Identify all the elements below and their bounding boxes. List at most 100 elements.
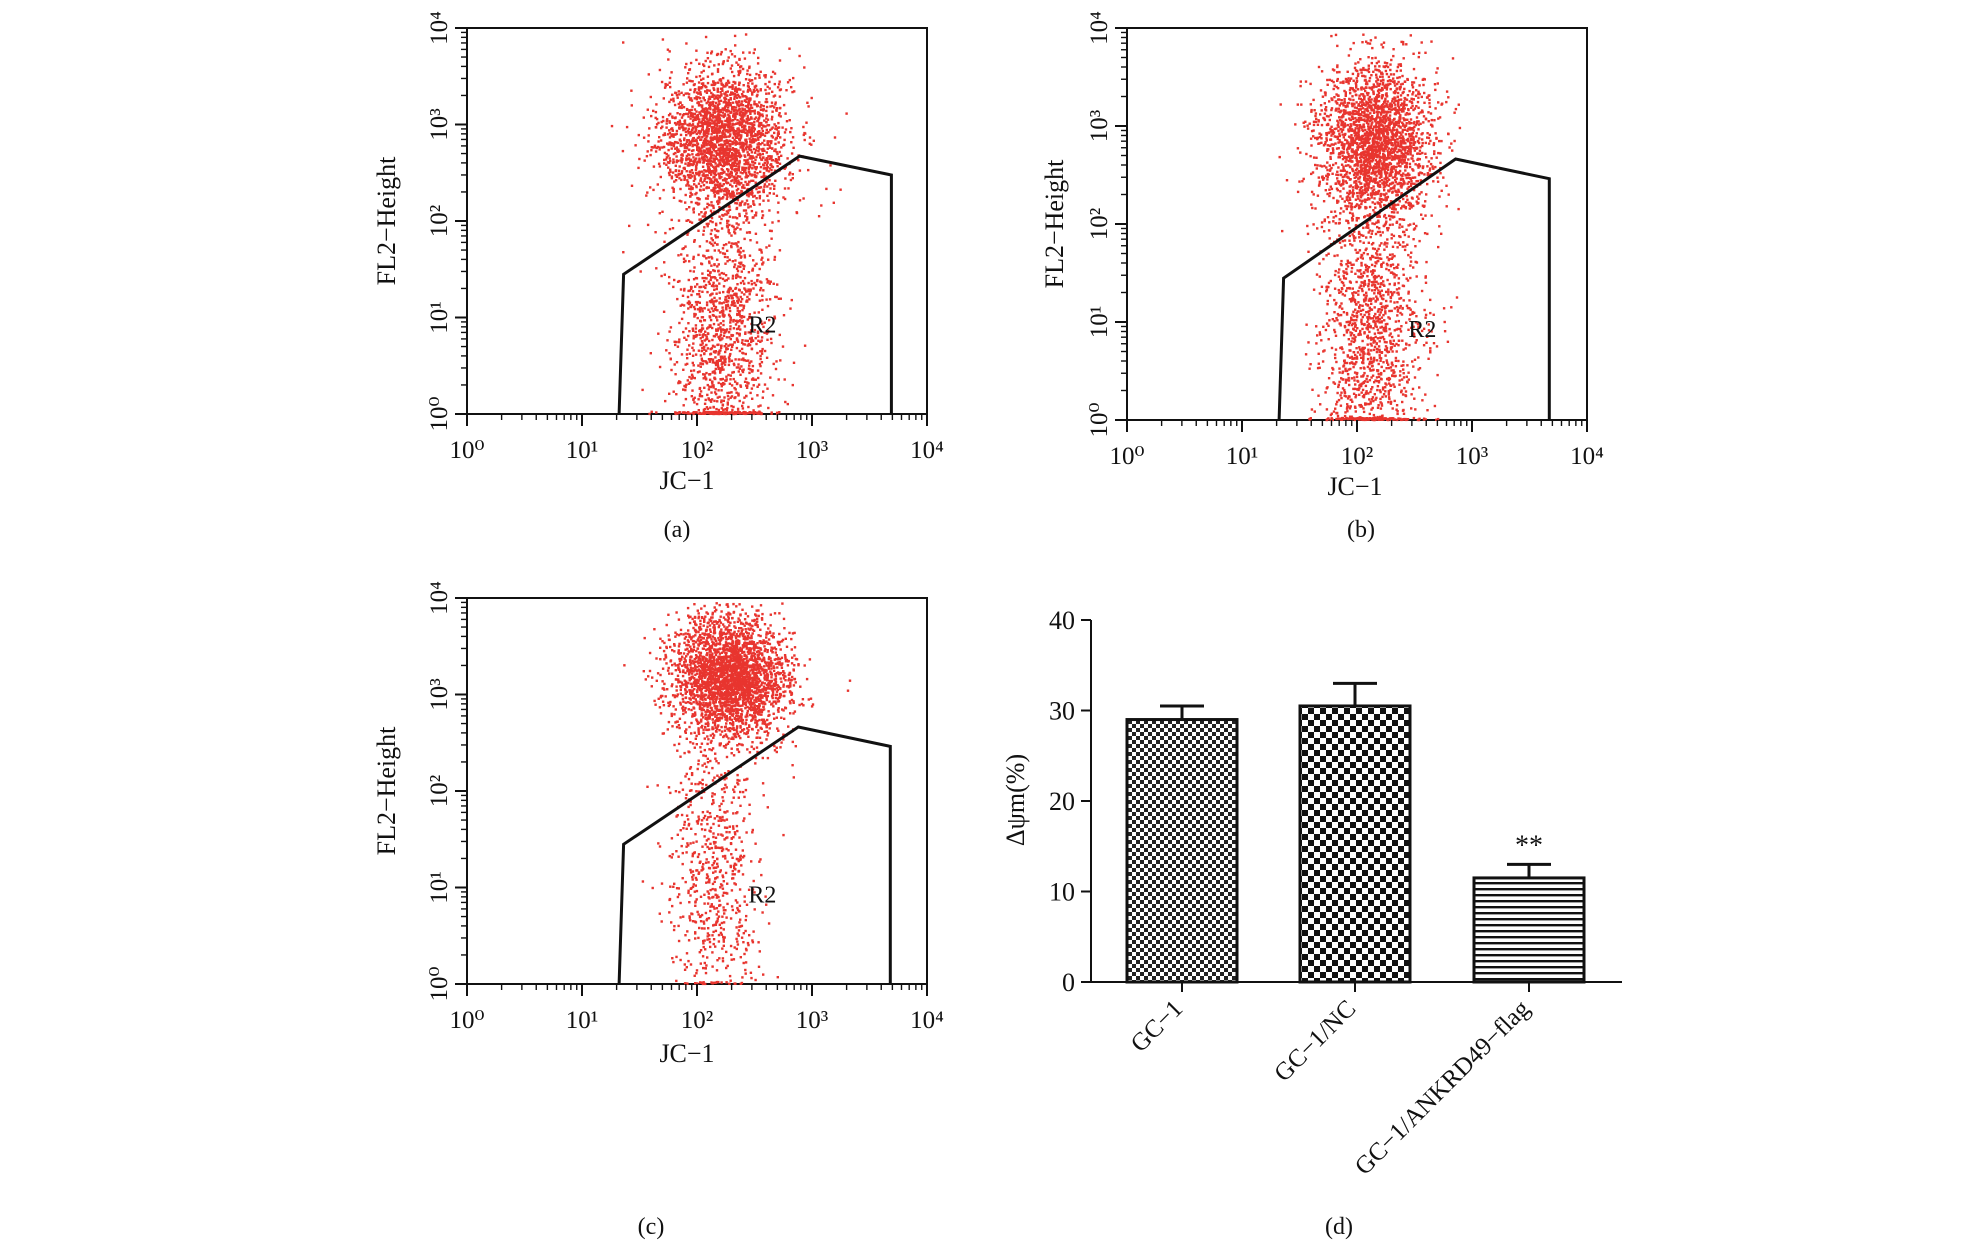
scatter-point [1396,87,1398,89]
scatter-point [631,104,633,106]
scatter-point [762,156,764,158]
scatter-point [707,111,709,113]
scatter-point [716,265,718,267]
scatter-point [1337,126,1339,128]
scatter-point [697,301,699,303]
scatter-point [1315,118,1317,120]
scatter-point [754,110,756,112]
scatter-point [752,161,754,163]
scatter-point [709,102,711,104]
scatter-point [747,104,749,106]
scatter-point [754,152,756,154]
scatter-point [650,149,652,151]
scatter-point [659,69,661,71]
scatter-point [691,124,693,126]
scatter-point [1324,102,1326,104]
scatter-point [766,388,768,390]
scatter-point [679,165,681,167]
scatter-point [698,409,700,411]
scatter-point [715,129,717,131]
scatter-point [762,190,764,192]
scatter-point [1373,93,1375,95]
scatter-point [692,132,694,134]
scatter-point [754,128,756,130]
scatter-point [728,364,730,366]
scatter-point [727,395,729,397]
scatter-point [713,346,715,348]
scatter-point [723,273,725,275]
scatter-point [649,186,651,188]
scatter-point [738,169,740,171]
scatter-point [682,331,684,333]
scatter-point [761,348,763,350]
scatter-point [693,241,695,243]
scatter-point [1318,66,1320,68]
scatter-point [818,215,820,217]
scatter-point [825,188,827,190]
scatter-point [757,136,759,138]
scatter-point [757,154,759,156]
scatter-point [631,185,633,187]
scatter-point [687,290,689,292]
scatter-point [762,214,764,216]
scatter-point [735,168,737,170]
scatter-point [734,115,736,117]
scatter-point [714,228,716,230]
scatter-point [688,69,690,71]
scatter-point [1433,153,1435,155]
scatter-point [730,50,732,52]
scatter-point [699,362,701,364]
scatter-point [725,243,727,245]
scatter-point [1447,96,1449,98]
scatter-point [705,350,707,352]
scatter-point [736,227,738,229]
scatter-point [766,129,768,131]
scatter-point [706,127,708,129]
scatter-point [715,408,717,410]
scatter-point [648,127,650,129]
scatter-point [694,108,696,110]
scatter-point [737,64,739,66]
scatter-point [747,282,749,284]
scatter-point [739,70,741,72]
scatter-point [680,305,682,307]
scatter-point [717,324,719,326]
scatter-point [733,162,735,164]
scatter-point [1417,101,1419,103]
scatter-point [714,277,716,279]
scatter-point [709,118,711,120]
y-tick-label: 10¹ [426,301,453,334]
scatter-point [692,144,694,146]
scatter-point [1341,99,1343,101]
scatter-point [721,272,723,274]
scatter-point [1349,235,1351,237]
scatter-point [634,144,636,146]
scatter-point [1386,62,1388,64]
scatter-point [767,280,769,282]
scatter-point [702,111,704,113]
scatter-point [704,108,706,110]
scatter-point [673,279,675,281]
scatter-point [1336,177,1338,179]
scatter-point [1372,201,1374,203]
scatter-point [1415,77,1417,79]
scatter-point [701,272,703,274]
scatter-point [717,362,719,364]
scatter-point [762,200,764,202]
scatter-point [715,300,717,302]
scatter-point [667,161,669,163]
scatter-point [716,243,718,245]
scatter-point [701,263,703,265]
scatter-point [702,360,704,362]
scatter-point [1395,204,1397,206]
scatter-point [691,347,693,349]
scatter-point [706,52,708,54]
scatter-point [718,273,720,275]
scatter-point [1370,98,1372,100]
scatter-point [678,341,680,343]
scatter-point [743,305,745,307]
scatter-point [742,91,744,93]
scatter-point [702,342,704,344]
scatter-point [705,284,707,286]
scatter-point [675,169,677,171]
